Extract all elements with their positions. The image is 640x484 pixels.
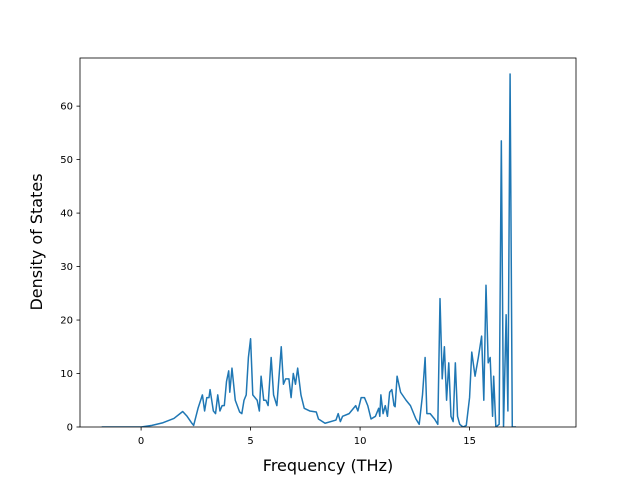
y-tick-label: 40 <box>60 209 73 220</box>
y-tick-label: 20 <box>60 316 73 327</box>
x-tick-label: 15 <box>463 436 476 447</box>
plot-frame <box>79 57 577 428</box>
x-tick-label: 0 <box>138 436 144 447</box>
y-tick-label: 0 <box>67 423 73 434</box>
y-axis-label: Density of States <box>27 173 46 310</box>
y-tick-label: 60 <box>60 102 73 113</box>
x-tick-label: 5 <box>247 436 253 447</box>
y-tick-label: 10 <box>60 369 73 380</box>
y-tick-label: 50 <box>60 155 73 166</box>
data-line <box>101 73 516 427</box>
x-axis-label: Frequency (THz) <box>263 456 393 475</box>
y-tick-label: 30 <box>60 262 73 273</box>
x-tick-label: 10 <box>354 436 367 447</box>
